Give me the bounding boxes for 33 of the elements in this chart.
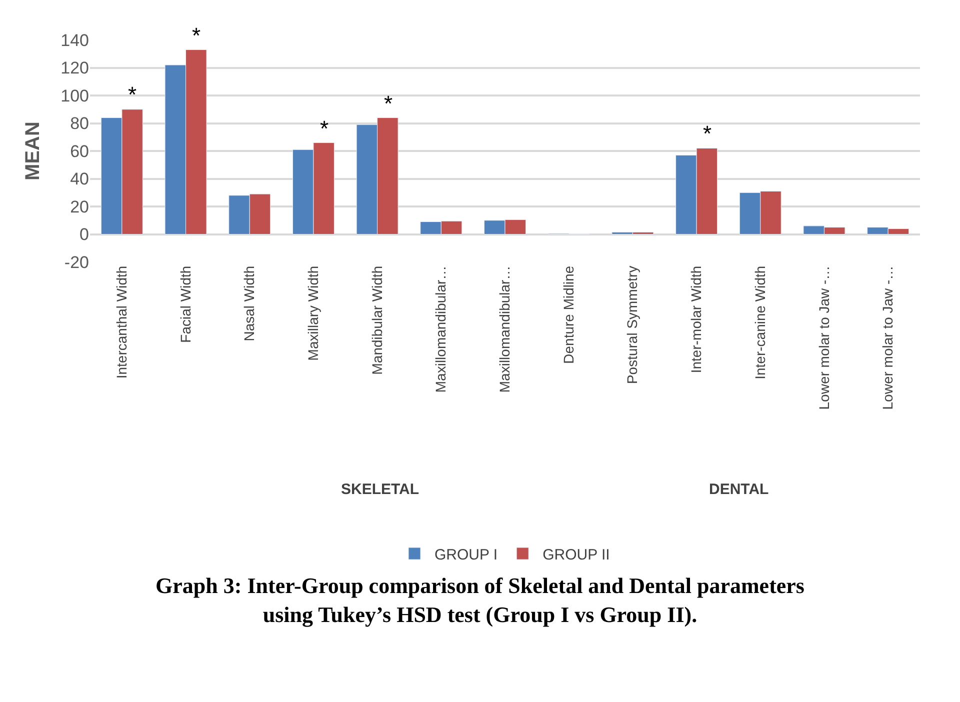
text: DENTAL	[709, 481, 769, 498]
x-tick-label: Nasal Width	[241, 266, 258, 342]
y-tick-label: -20	[64, 252, 89, 272]
y-tick-label: 100	[60, 86, 89, 106]
x-tick-label: Postural Symmetry	[624, 266, 640, 384]
x-tick-label: Maxillary Width	[305, 266, 322, 361]
x-tick-label: Denture Midline	[560, 266, 576, 364]
text: SKELETAL	[341, 481, 420, 498]
y-tick-label: 60	[70, 142, 89, 161]
y-tick-label: 140	[60, 30, 89, 50]
y-tick-label: 80	[70, 114, 89, 134]
x-tick-label: Inter-canine Width	[752, 266, 768, 380]
annotation: *	[320, 116, 329, 141]
legend-label: GROUP I	[434, 546, 498, 564]
annotation: *	[192, 23, 201, 48]
x-tick-label: Mandibular Width	[368, 266, 385, 375]
x-tick-label: Intercanthal Width	[113, 266, 130, 379]
x-tick-label: Maxillomandibular…	[496, 266, 513, 393]
x-tick-label: Inter-molar Width	[688, 266, 704, 374]
y-axis-title: MEAN	[22, 122, 44, 180]
y-tick-label: 0	[80, 225, 89, 244]
x-tick-label: Lower molar to Jaw -…	[880, 266, 896, 410]
y-tick-label: 20	[70, 197, 89, 216]
annotation: *	[703, 121, 712, 146]
x-tick-label: Lower molar to Jaw -…	[816, 266, 832, 410]
y-tick-label: 40	[70, 170, 89, 189]
y-tick-label: 120	[60, 58, 89, 78]
annotation: *	[128, 82, 137, 107]
x-tick-label: Facial Width	[177, 266, 194, 343]
annotation: *	[384, 91, 393, 116]
legend-label: GROUP II	[542, 546, 610, 564]
text: Graph 3: Inter-Group comparison of Skeletal and Dental parameters using Tukey’s HSD test (Group I vs Group II).	[156, 573, 805, 627]
x-tick-label: Maxillomandibular…	[432, 266, 449, 393]
